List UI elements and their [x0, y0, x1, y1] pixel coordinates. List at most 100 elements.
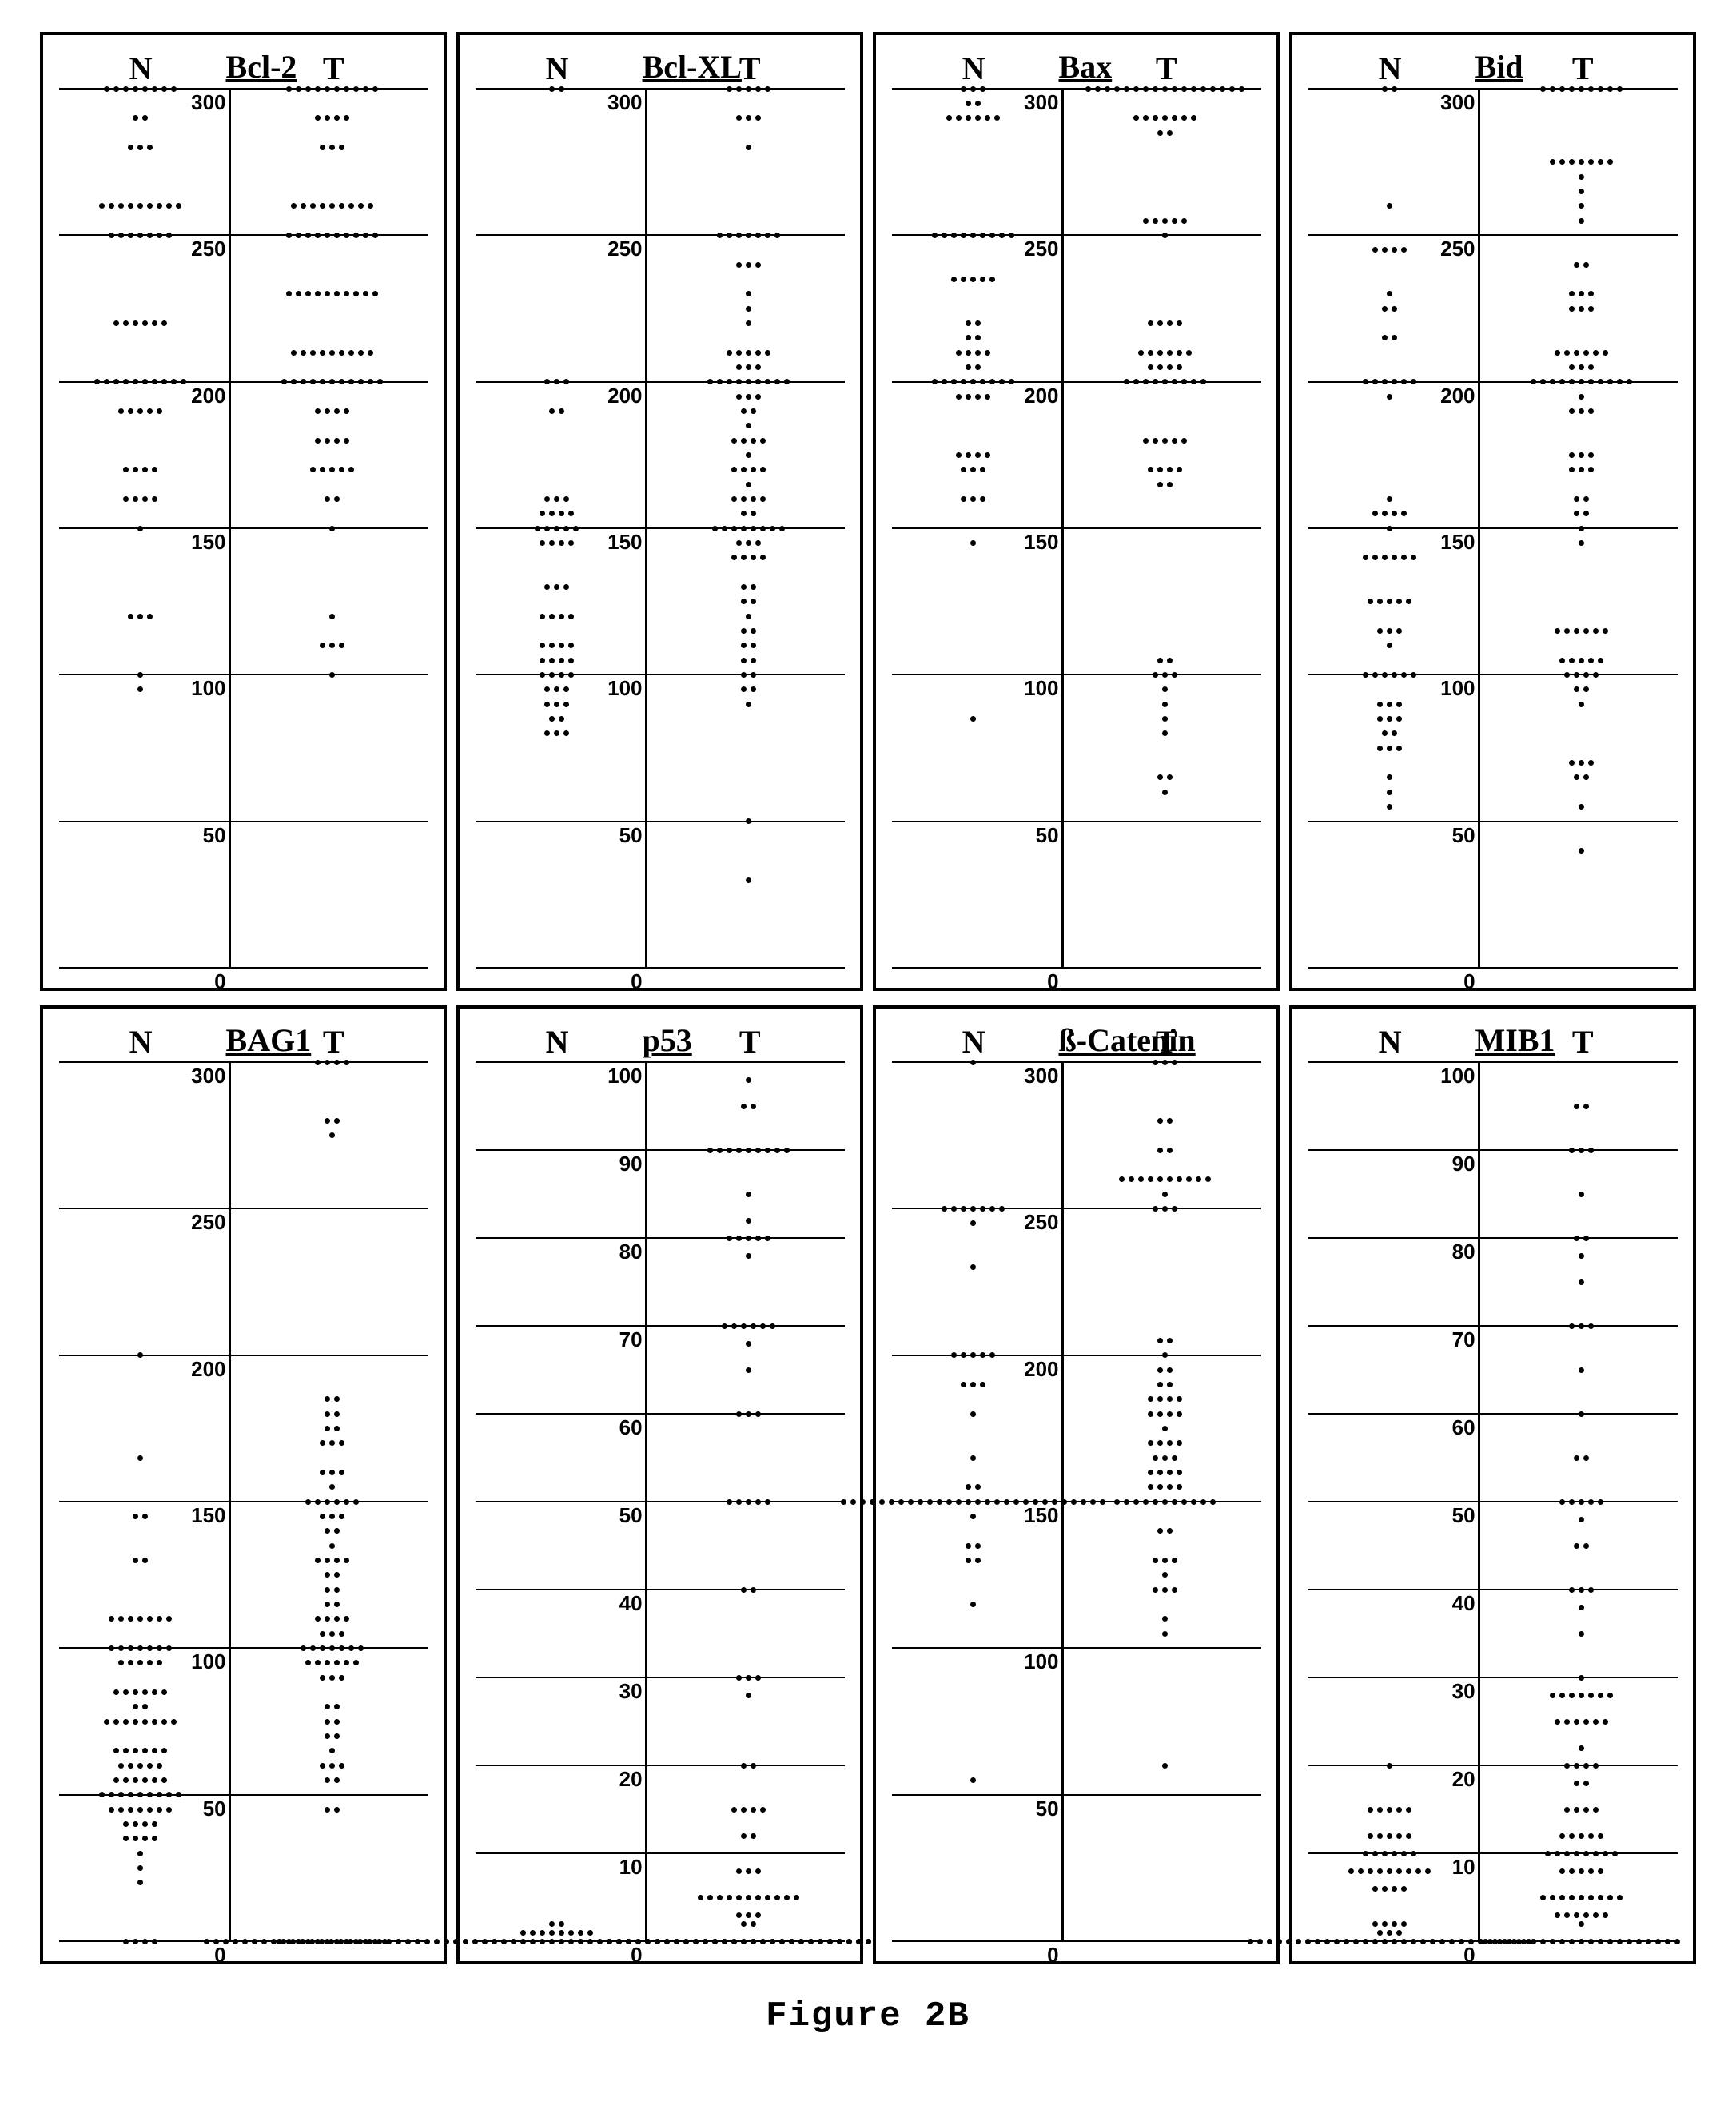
- t-dot: [329, 1440, 335, 1446]
- n-dot: [133, 86, 138, 92]
- n-dot: [386, 1939, 392, 1944]
- t-dot: [1172, 1060, 1177, 1065]
- n-dot: [989, 379, 995, 384]
- n-dot: [970, 1352, 976, 1358]
- n-dot: [975, 115, 981, 121]
- t-dot: [334, 115, 340, 121]
- t-dot: [1607, 1939, 1613, 1944]
- n-dot: [549, 511, 555, 516]
- t-dot: [731, 1807, 737, 1813]
- plot-area: 0102030405060708090100: [1308, 1062, 1678, 1941]
- t-dot: [746, 115, 751, 121]
- t-dot: [1167, 1176, 1173, 1182]
- t-dot: [1162, 1352, 1168, 1358]
- t-dot: [1153, 1587, 1158, 1593]
- n-dot: [1396, 599, 1402, 604]
- t-dot: [1162, 1587, 1168, 1593]
- n-dot: [970, 1514, 976, 1519]
- n-dot: [1071, 1499, 1077, 1505]
- t-dot: [325, 1528, 330, 1534]
- gridline: [476, 1325, 845, 1327]
- n-dot: [1368, 1868, 1373, 1874]
- n-dot: [1377, 716, 1383, 722]
- t-dot: [315, 115, 321, 121]
- t-dot: [1579, 379, 1584, 384]
- t-dot: [626, 1939, 631, 1944]
- n-dot: [376, 1939, 382, 1944]
- n-dot: [587, 1930, 593, 1936]
- t-dot: [329, 467, 335, 472]
- n-dot: [559, 1921, 564, 1927]
- t-dot: [344, 115, 349, 121]
- t-dot: [1564, 672, 1570, 678]
- t-dot: [1574, 1763, 1579, 1769]
- t-dot: [1162, 1631, 1168, 1637]
- n-dot: [152, 1689, 157, 1695]
- t-dot: [1579, 467, 1584, 472]
- n-dot: [118, 1807, 124, 1813]
- t-dot: [755, 1895, 761, 1900]
- t-dot: [1579, 702, 1584, 707]
- n-dot: [980, 1206, 985, 1212]
- n-dot: [544, 702, 550, 707]
- y-tick-label: 200: [191, 1357, 225, 1382]
- n-dot: [1377, 746, 1383, 751]
- gridline: [1308, 234, 1678, 236]
- t-dot: [1157, 482, 1163, 487]
- t-dot: [1200, 379, 1206, 384]
- t-dot: [1550, 379, 1555, 384]
- n-dot: [123, 1836, 129, 1841]
- n-dot: [1401, 1886, 1407, 1892]
- t-dot: [1119, 1176, 1125, 1182]
- t-dot: [1607, 86, 1613, 92]
- n-dot: [434, 1939, 440, 1944]
- n-dot: [980, 1382, 985, 1387]
- t-dot: [1167, 350, 1173, 356]
- n-dot: [554, 496, 559, 502]
- n-dot: [961, 1206, 966, 1212]
- t-dot: [325, 291, 330, 296]
- n-dot: [970, 1264, 976, 1270]
- t-dot: [741, 467, 747, 472]
- t-dot: [722, 1939, 727, 1944]
- t-dot: [344, 438, 349, 444]
- t-dot: [1162, 686, 1168, 692]
- panel-grid: NBcl-2T050100150200250300NBcl-XLT0501001…: [40, 32, 1696, 1964]
- t-dot: [281, 379, 287, 384]
- t-dot: [1157, 1148, 1163, 1153]
- t-dot: [746, 1868, 751, 1874]
- n-dot: [1363, 379, 1368, 384]
- t-dot: [1569, 291, 1575, 296]
- n-dot: [568, 658, 574, 663]
- n-dot: [975, 394, 981, 400]
- t-dot: [736, 394, 742, 400]
- n-dot: [142, 379, 148, 384]
- t-dot: [1574, 1543, 1579, 1549]
- y-tick-label: 50: [619, 1503, 643, 1528]
- t-dot: [325, 1118, 330, 1124]
- t-dot: [1177, 1440, 1182, 1446]
- t-dot: [736, 540, 742, 546]
- t-dot: [1148, 320, 1153, 326]
- n-dot: [152, 1777, 157, 1783]
- n-dot: [161, 1719, 167, 1725]
- n-dot: [1061, 1499, 1067, 1505]
- t-dot: [1167, 320, 1173, 326]
- n-dot: [147, 1660, 153, 1665]
- t-dot: [1588, 291, 1594, 296]
- t-dot: [1157, 320, 1163, 326]
- t-dot: [1569, 1323, 1575, 1329]
- plot-area: 050100150200250300: [59, 1062, 428, 1941]
- n-dot: [1372, 555, 1378, 560]
- t-dot: [846, 1939, 852, 1944]
- t-dot: [751, 555, 756, 560]
- y-tick-label: 80: [619, 1240, 643, 1264]
- t-dot: [1612, 1851, 1618, 1856]
- t-dot: [1157, 658, 1163, 663]
- t-dot: [1583, 774, 1589, 780]
- t-dot: [765, 379, 770, 384]
- t-dot: [329, 1543, 335, 1549]
- t-dot: [1574, 774, 1579, 780]
- n-dot: [137, 1851, 143, 1856]
- n-dot: [1396, 1807, 1402, 1813]
